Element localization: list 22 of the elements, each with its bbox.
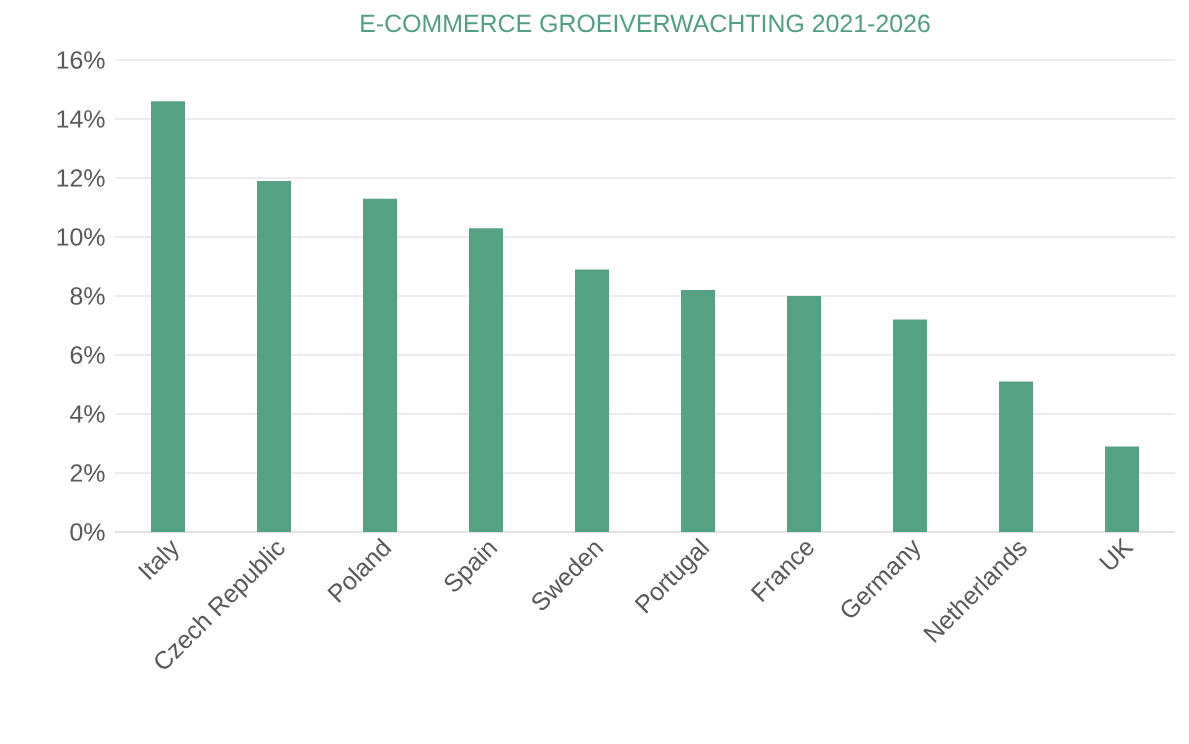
y-tick-label: 6%	[70, 346, 105, 364]
bar	[151, 101, 185, 532]
x-tick-label: Italy	[137, 540, 179, 580]
bar	[893, 319, 928, 532]
y-tick-label: 16%	[57, 51, 105, 69]
y-tick-label: 4%	[70, 405, 105, 423]
bar	[257, 180, 292, 532]
bar	[787, 296, 822, 532]
bar	[363, 198, 398, 532]
bar	[681, 290, 716, 532]
bar	[999, 381, 1034, 532]
y-tick-label: 12%	[57, 169, 105, 187]
bar	[1105, 446, 1140, 532]
bar	[575, 269, 610, 532]
y-tick-label: 8%	[70, 287, 105, 305]
y-tick-label: 14%	[57, 110, 105, 128]
chart-title: E-COMMERCE GROEIVERWACHTING 2021-2026	[361, 14, 930, 33]
y-tick-label: 2%	[70, 464, 105, 482]
y-tick-label: 0%	[70, 523, 105, 541]
y-tick-label: 10%	[57, 228, 105, 246]
bar	[469, 228, 504, 532]
x-tick-label: UK	[1098, 537, 1134, 570]
